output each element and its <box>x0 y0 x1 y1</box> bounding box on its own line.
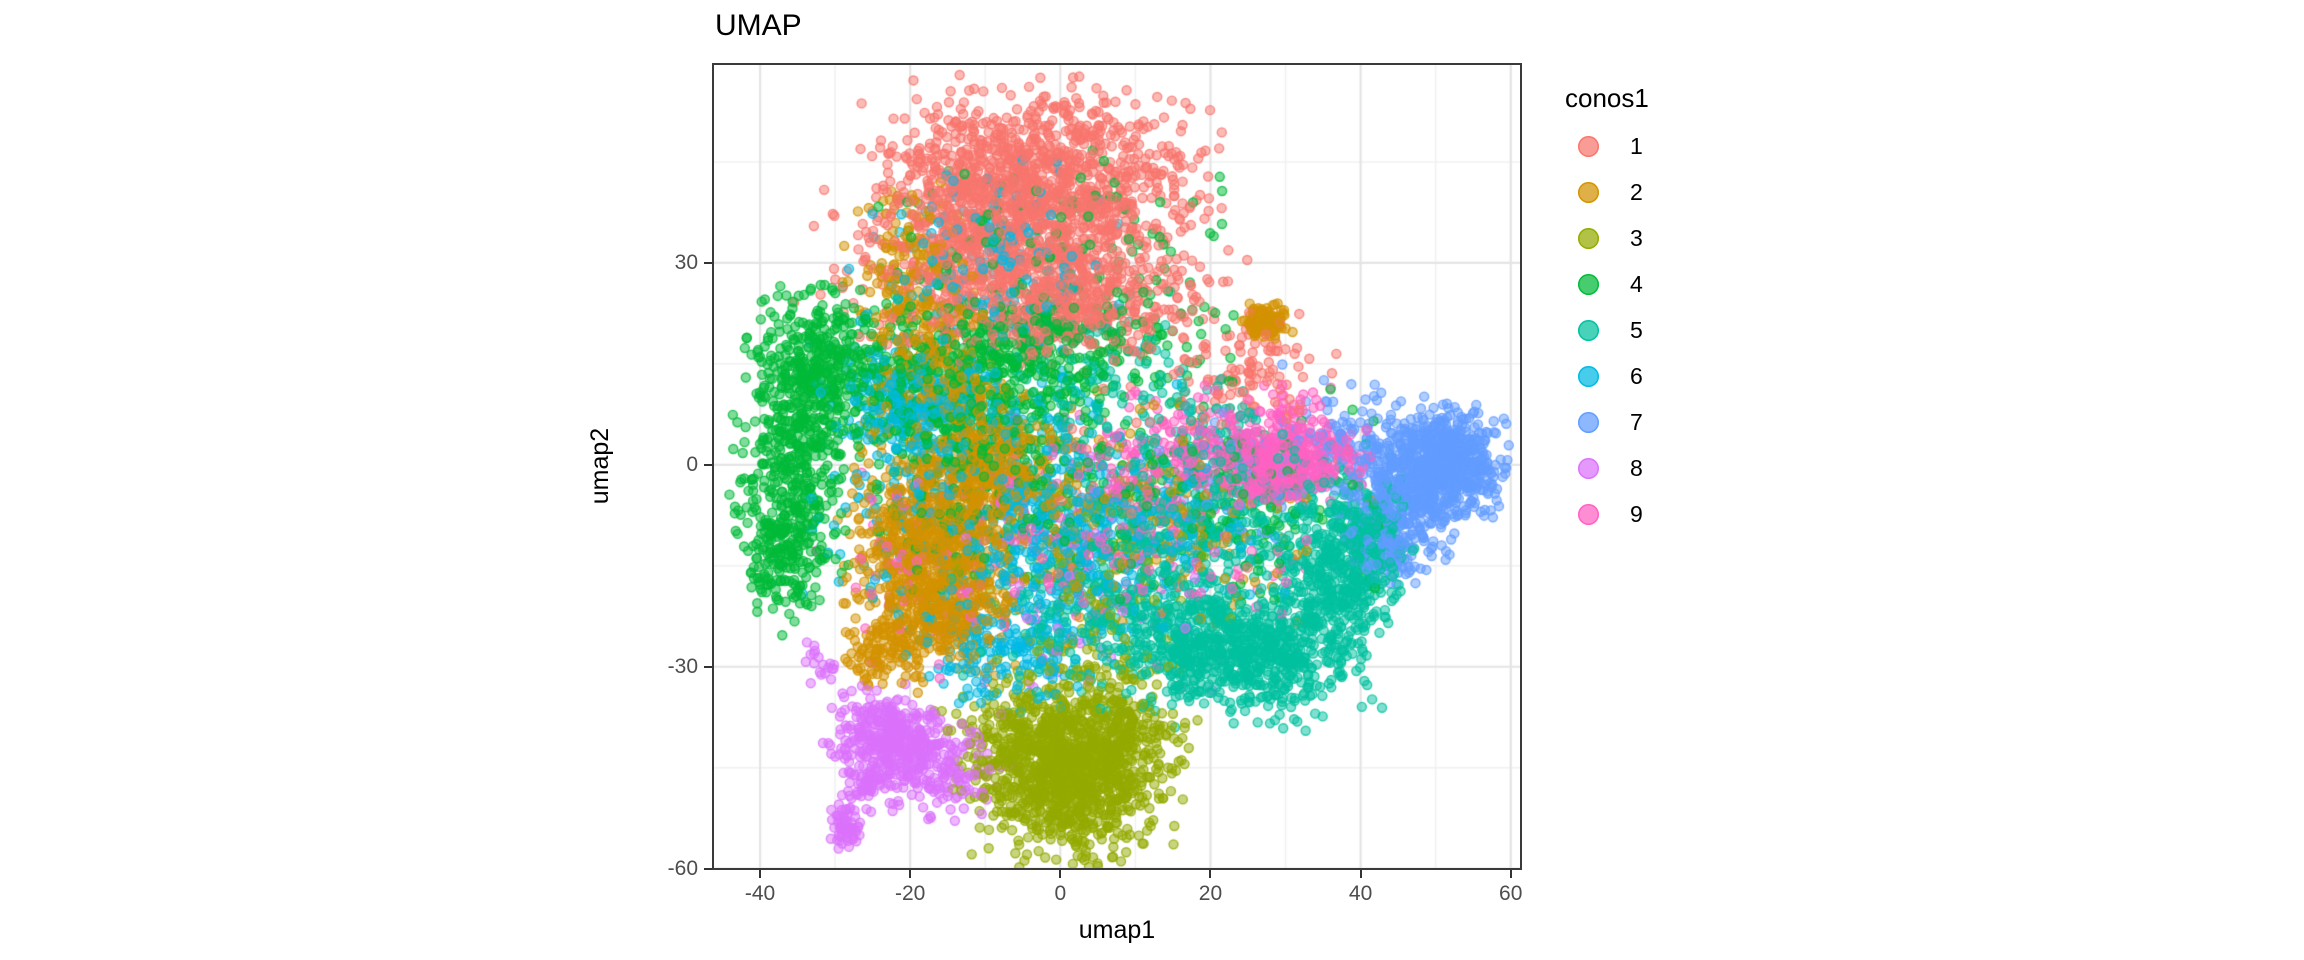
legend-entry-label: 7 <box>1630 409 1643 435</box>
y-tick-label: 30 <box>674 250 698 274</box>
legend-entry-9: 9 <box>1565 501 1725 527</box>
y-tick-label: -60 <box>667 856 698 880</box>
scatter-plot-panel <box>712 63 1522 870</box>
x-tick-mark <box>1509 870 1512 878</box>
x-tick-label: 60 <box>1499 882 1523 905</box>
legend-key-dot-4 <box>1578 273 1599 295</box>
legend-entry-4: 4 <box>1565 271 1725 297</box>
x-tick-mark <box>1209 870 1212 878</box>
legend-entry-label: 9 <box>1630 501 1643 527</box>
legend-entry-5: 5 <box>1565 317 1725 343</box>
legend-entry-3: 3 <box>1565 225 1725 251</box>
y-tick-mark <box>704 665 712 668</box>
x-tick-label: -20 <box>894 882 926 905</box>
legend-entry-label: 8 <box>1630 455 1643 481</box>
legend-entry-2: 2 <box>1565 179 1725 205</box>
legend-key-dot-8 <box>1578 457 1599 479</box>
legend-entry-7: 7 <box>1565 409 1725 435</box>
x-tick-label: 40 <box>1348 882 1373 905</box>
y-tick-mark <box>704 463 712 466</box>
legend-entry-label: 1 <box>1630 133 1643 159</box>
legend-entry-label: 3 <box>1630 225 1643 251</box>
legend-entry-label: 2 <box>1630 179 1643 205</box>
x-tick-mark <box>759 870 762 878</box>
legend-entry-label: 4 <box>1630 271 1643 297</box>
legend-entry-8: 8 <box>1565 455 1725 481</box>
x-tick-mark <box>1359 870 1362 878</box>
legend-title: conos1 <box>1565 83 1649 113</box>
x-tick-mark <box>1059 870 1062 878</box>
legend-key-dot-6 <box>1578 365 1599 387</box>
legend-key-dot-9 <box>1578 503 1599 525</box>
y-tick-mark <box>704 867 712 870</box>
legend-key-dot-2 <box>1578 181 1599 203</box>
legend-entry-label: 6 <box>1630 363 1643 389</box>
legend-entry-label: 5 <box>1630 317 1643 343</box>
legend-entry-6: 6 <box>1565 363 1725 389</box>
x-tick-label: -40 <box>744 882 776 905</box>
plot-title: UMAP <box>715 9 802 42</box>
legend-key-dot-1 <box>1578 135 1599 157</box>
legend-entry-1: 1 <box>1565 133 1725 159</box>
legend-key-dot-3 <box>1578 227 1599 249</box>
y-tick-label: -30 <box>667 654 698 678</box>
legend-key-dot-7 <box>1578 411 1599 433</box>
y-tick-mark <box>704 261 712 264</box>
x-tick-label: 0 <box>1054 882 1067 905</box>
x-tick-mark <box>909 870 912 878</box>
x-tick-label: 20 <box>1198 882 1223 905</box>
x-axis-title: umap1 <box>1078 916 1156 944</box>
y-axis-title: umap2 <box>586 427 614 505</box>
legend-key-dot-5 <box>1578 319 1599 341</box>
y-tick-label: 0 <box>686 452 698 476</box>
